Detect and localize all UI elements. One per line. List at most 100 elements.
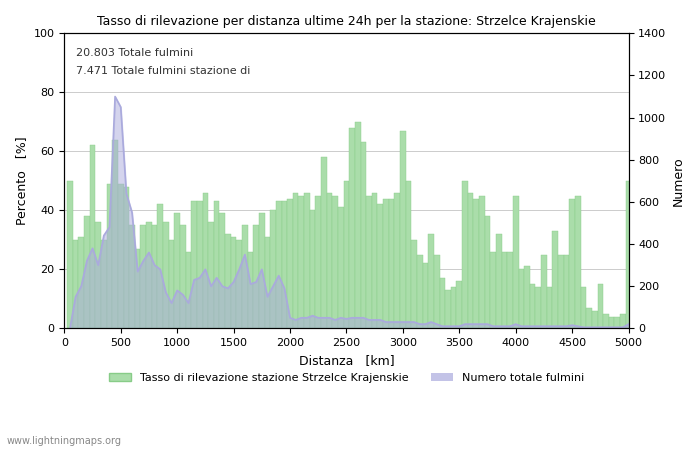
Bar xyxy=(191,202,197,328)
Bar xyxy=(327,193,332,328)
Bar xyxy=(355,122,360,328)
Bar xyxy=(84,216,90,328)
Bar xyxy=(158,204,163,328)
Bar xyxy=(197,202,202,328)
Bar xyxy=(626,181,631,328)
Bar xyxy=(412,240,417,328)
Bar xyxy=(265,237,270,328)
Bar xyxy=(462,181,468,328)
Bar xyxy=(220,213,225,328)
Bar xyxy=(259,213,265,328)
Bar xyxy=(118,184,123,328)
Bar xyxy=(580,287,587,328)
Bar xyxy=(484,216,490,328)
Bar xyxy=(456,281,462,328)
Bar xyxy=(372,193,377,328)
Text: 7.471 Totale fulmini stazione di: 7.471 Totale fulmini stazione di xyxy=(76,66,250,76)
Bar xyxy=(214,202,220,328)
Bar xyxy=(440,278,445,328)
Bar xyxy=(90,145,95,328)
Legend: Tasso di rilevazione stazione Strzelce Krajenskie, Numero totale fulmini: Tasso di rilevazione stazione Strzelce K… xyxy=(104,369,589,387)
Bar xyxy=(78,237,84,328)
Bar xyxy=(73,240,78,328)
Text: www.lightningmaps.org: www.lightningmaps.org xyxy=(7,436,122,446)
Bar xyxy=(174,213,180,328)
Bar xyxy=(135,249,141,328)
Title: Tasso di rilevazione per distanza ultime 24h per la stazione: Strzelce Krajenski: Tasso di rilevazione per distanza ultime… xyxy=(97,15,596,28)
Bar xyxy=(253,225,259,328)
Bar xyxy=(598,284,603,328)
Bar xyxy=(592,310,598,328)
Bar xyxy=(316,196,321,328)
Bar xyxy=(338,207,344,328)
Bar xyxy=(389,198,394,328)
Bar xyxy=(225,234,231,328)
Bar xyxy=(417,255,423,328)
Bar xyxy=(287,198,293,328)
Bar xyxy=(276,202,281,328)
Y-axis label: Percento   [%]: Percento [%] xyxy=(15,136,28,225)
Bar xyxy=(146,222,152,328)
Bar xyxy=(180,225,186,328)
Bar xyxy=(163,222,169,328)
Bar xyxy=(530,284,536,328)
Bar xyxy=(609,316,615,328)
Y-axis label: Numero: Numero xyxy=(672,156,685,206)
Bar xyxy=(513,196,519,328)
Bar xyxy=(360,143,366,328)
Bar xyxy=(558,255,564,328)
Bar xyxy=(547,287,552,328)
Bar xyxy=(445,290,451,328)
Bar xyxy=(152,225,158,328)
Bar xyxy=(321,157,327,328)
Bar xyxy=(473,198,479,328)
Bar xyxy=(377,204,383,328)
Bar xyxy=(451,287,456,328)
Bar xyxy=(496,234,502,328)
Bar xyxy=(332,196,338,328)
Bar xyxy=(569,198,575,328)
Text: 20.803 Totale fulmini: 20.803 Totale fulmini xyxy=(76,48,192,58)
Bar xyxy=(281,202,287,328)
Bar xyxy=(400,130,406,328)
Bar xyxy=(383,198,389,328)
Bar xyxy=(552,231,558,328)
Bar xyxy=(112,140,118,328)
Bar xyxy=(101,240,106,328)
Bar xyxy=(428,234,434,328)
Bar xyxy=(575,196,580,328)
Bar xyxy=(130,225,135,328)
Bar xyxy=(169,240,174,328)
Bar xyxy=(202,193,208,328)
Bar xyxy=(310,210,316,328)
Bar xyxy=(524,266,530,328)
Bar xyxy=(123,187,130,328)
Bar xyxy=(615,316,620,328)
Bar xyxy=(141,225,146,328)
Bar xyxy=(67,181,73,328)
Bar xyxy=(603,314,609,328)
Bar xyxy=(349,128,355,328)
Bar xyxy=(344,181,349,328)
Bar xyxy=(237,240,242,328)
Bar xyxy=(208,222,213,328)
Bar xyxy=(406,181,412,328)
Bar xyxy=(95,222,101,328)
Bar xyxy=(242,225,248,328)
Bar xyxy=(587,308,592,328)
Bar xyxy=(468,193,473,328)
Bar xyxy=(298,196,304,328)
Bar xyxy=(248,252,253,328)
Bar xyxy=(490,252,496,328)
Bar xyxy=(519,270,524,328)
Bar xyxy=(541,255,547,328)
Bar xyxy=(293,193,298,328)
Bar xyxy=(423,263,428,328)
Bar xyxy=(394,193,400,328)
Bar xyxy=(508,252,513,328)
Bar xyxy=(479,196,484,328)
X-axis label: Distanza   [km]: Distanza [km] xyxy=(299,354,394,367)
Bar xyxy=(186,252,191,328)
Bar xyxy=(366,196,372,328)
Bar xyxy=(106,184,112,328)
